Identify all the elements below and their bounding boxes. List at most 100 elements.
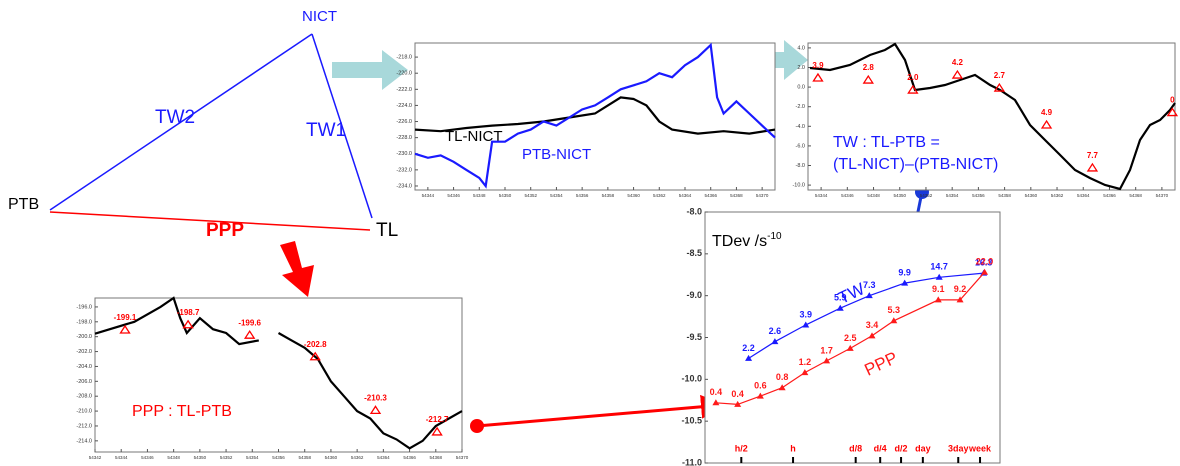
node-label: NICT [302, 8, 337, 25]
annotation-marker [369, 405, 382, 414]
x-tick-label: 54350 [194, 455, 207, 460]
data-label: 0.6 [754, 380, 767, 390]
x-tick-label: 54370 [756, 193, 769, 198]
x-tick-label: 54368 [1129, 193, 1142, 198]
flow-arrow [280, 241, 314, 297]
y-tick-label: -10.0 [792, 183, 805, 189]
data-point [981, 268, 989, 275]
chart: -10.0 -8.0 -6.0 -4.0 -2.0 0.0 2.0 4.0 54344 54346… [792, 42, 1179, 198]
data-point [778, 384, 786, 391]
x-tick-label: 54360 [627, 193, 640, 198]
data-label: 0.4 [710, 387, 723, 397]
y-tick-label: 0.0 [797, 85, 805, 91]
x-tick-label: 54346 [447, 193, 460, 198]
x-tick-label: 54364 [679, 193, 692, 198]
data-label: 0.4 [731, 389, 744, 399]
x-tick-label: 54356 [576, 193, 589, 198]
data-label: 1.7 [820, 345, 833, 355]
node-label: TL [376, 220, 398, 241]
chart-title: TDev /s-10 [712, 231, 782, 251]
data-label: 3.4 [866, 320, 879, 330]
y-tick-label: 4.0 [797, 45, 805, 51]
x-tick-label: 54370 [1156, 193, 1169, 198]
x-tick-label: d/4 [874, 443, 887, 453]
x-tick-label: 54368 [730, 193, 743, 198]
data-point [865, 292, 873, 299]
y-tick-label: 2.0 [797, 65, 805, 71]
x-tick-label: 54352 [524, 193, 537, 198]
x-tick-label: 54348 [867, 193, 880, 198]
annotation-label: 2.7 [994, 71, 1006, 80]
annotation-label: 2.0 [907, 73, 919, 82]
data-point [901, 279, 909, 286]
title-superscript: -10 [767, 231, 782, 242]
data-point [771, 338, 779, 345]
data-point [823, 357, 831, 364]
y-tick-label: -234.0 [396, 183, 412, 189]
x-tick-label: 54366 [403, 455, 416, 460]
x-tick-label: 54348 [473, 193, 486, 198]
link-label: TW1 [306, 120, 346, 141]
y-tick-label: -2.0 [796, 104, 805, 110]
x-tick-label: 54362 [1051, 193, 1064, 198]
data-label: 16.3 [975, 257, 993, 267]
y-tick-label: -228.0 [396, 135, 412, 141]
annotation-label: 7.7 [1087, 151, 1099, 160]
data-point [802, 321, 810, 328]
y-tick-label: -8.0 [796, 163, 805, 169]
data-point [734, 400, 742, 407]
data-point [956, 296, 964, 303]
node-label: PTB [8, 196, 39, 213]
annotation-label: -198.7 [177, 308, 200, 317]
data-label: 5.9 [834, 293, 847, 303]
data-point [836, 304, 844, 311]
x-tick-label: day [915, 443, 931, 453]
annotation-marker [862, 74, 874, 84]
annotation-label: -212.7 [426, 415, 449, 424]
chart: -196.0 -198.0 -200.0 -202.0 -204.0 -206.0 -208… [76, 296, 469, 460]
data-point [801, 369, 809, 376]
x-tick-label: 54360 [325, 455, 338, 460]
y-tick-label: -9.5 [686, 332, 702, 342]
y-tick-label: -230.0 [396, 151, 412, 157]
annotation-marker [812, 72, 824, 82]
data-label: 14.7 [930, 262, 948, 272]
series-line [94, 296, 463, 450]
y-tick-label: -204.0 [76, 364, 92, 370]
data-point [868, 332, 876, 339]
data-label: 2.2 [742, 343, 755, 353]
annotation-marker [119, 324, 131, 334]
data-point [712, 399, 720, 406]
y-tick-label: -200.0 [76, 334, 92, 340]
x-tick-label: 54370 [456, 455, 469, 460]
annotation-marker [309, 351, 321, 361]
chart-subtitle: (TL-NICT)–(PTB-NICT) [833, 156, 998, 173]
data-label: 22.0 [976, 257, 994, 267]
x-tick-label: 54344 [815, 193, 828, 198]
x-tick-label: d/2 [895, 443, 908, 453]
series-line [715, 271, 986, 406]
y-tick-label: -8.0 [686, 206, 702, 216]
x-tick-label: 54358 [602, 193, 615, 198]
y-tick-label: -208.0 [76, 394, 92, 400]
series-line [414, 96, 776, 135]
annotation-marker [993, 82, 1006, 92]
y-tick-label: -11.0 [682, 457, 702, 466]
data-label: 5.3 [888, 305, 901, 315]
annotation-marker [1040, 119, 1053, 129]
plot-frame [414, 42, 776, 191]
plot-frame [807, 42, 1176, 191]
chart-title: TW : TL-PTB = [833, 134, 940, 151]
annotation-marker [431, 426, 443, 436]
annotation-marker [243, 329, 256, 339]
annotation-label: -199.6 [238, 318, 261, 327]
x-tick-label: 54362 [653, 193, 666, 198]
x-tick-label: 54350 [893, 193, 906, 198]
connector-arrow [476, 394, 725, 428]
y-tick-label: -9.0 [686, 290, 702, 300]
x-tick-label: 54354 [246, 455, 259, 460]
annotation-marker [182, 319, 194, 329]
annotation-marker [1166, 107, 1179, 117]
y-tick-label: -4.0 [796, 124, 805, 130]
